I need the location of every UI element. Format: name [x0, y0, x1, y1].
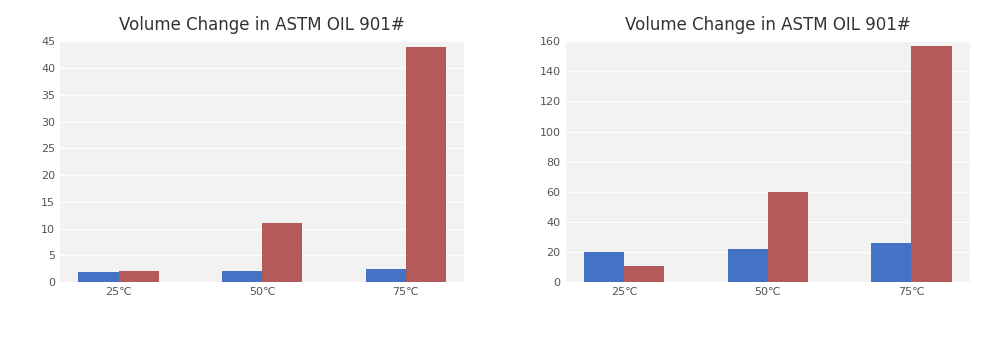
Bar: [624, 266, 664, 282]
Bar: [584, 252, 624, 282]
Bar: [768, 192, 808, 282]
Bar: [222, 271, 262, 282]
Bar: [262, 223, 302, 282]
Bar: [911, 46, 952, 282]
Bar: [871, 243, 911, 282]
Bar: [78, 272, 119, 282]
Title: Volume Change in ASTM OIL 901#: Volume Change in ASTM OIL 901#: [119, 16, 405, 34]
Bar: [119, 271, 159, 282]
Bar: [406, 47, 446, 282]
Title: Volume Change in ASTM OIL 901#: Volume Change in ASTM OIL 901#: [625, 16, 911, 34]
Bar: [728, 249, 768, 282]
Bar: [366, 269, 406, 282]
